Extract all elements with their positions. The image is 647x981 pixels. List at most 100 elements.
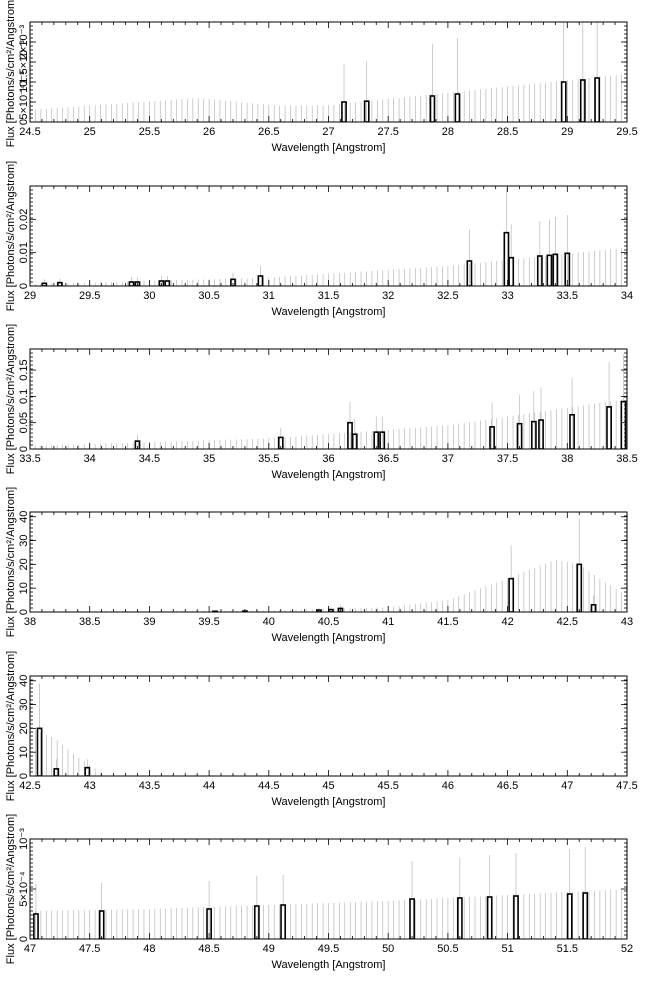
x-tick-label: 49.5 (318, 943, 339, 955)
x-axis-title: Wavelength [Angstrom] (272, 796, 386, 808)
y-tick-label: 10⁻³ (18, 828, 30, 850)
y-axis-title: Flux [Photons/s/cm²/Angstrom] (5, 814, 17, 964)
y-tick-label: 10⁻³ (18, 71, 30, 93)
line-flux-bar (466, 260, 473, 286)
x-tick-label: 31.5 (318, 290, 339, 302)
x-tick-label: 43.5 (139, 780, 160, 792)
line-flux-bar (280, 904, 287, 939)
line-flux-bar (164, 280, 171, 286)
x-tick-label: 40.5 (318, 616, 339, 628)
y-tick-label: 0 (18, 283, 30, 289)
line-flux-bar (409, 898, 415, 939)
spectrum-panel: 38 38.5 39 39.5 40 40.5 41 41.5 42 42.5 43 0 10 20 30 4… (5, 487, 633, 644)
line-flux-bar (341, 101, 347, 122)
x-axis-title: Wavelength [Angstrom] (272, 306, 386, 318)
line-flux-bar (230, 278, 236, 286)
x-tick-label: 29 (24, 290, 36, 302)
x-tick-label: 30.5 (198, 290, 219, 302)
line-flux-bar (351, 433, 358, 449)
x-tick-label: 50 (382, 943, 394, 955)
plot-area (30, 847, 627, 939)
x-tick-label: 47.5 (616, 780, 637, 792)
plot-area (30, 187, 627, 286)
x-tick-label: 36 (322, 453, 334, 465)
line-flux-bar (552, 253, 559, 286)
x-tick-label: 26.5 (258, 126, 279, 138)
y-tick-label: 10 (18, 746, 30, 758)
x-tick-label: 38 (24, 616, 36, 628)
x-axis-title: Wavelength [Angstrom] (272, 142, 386, 154)
x-axis-title: Wavelength [Angstrom] (272, 632, 386, 644)
plot-frame (29, 675, 628, 777)
line-flux-bar (257, 275, 264, 286)
y-tick-label: 5×10⁻⁴ (18, 871, 30, 907)
line-flux-bar (503, 231, 510, 286)
y-tick-label: 0 (18, 936, 30, 942)
line-flux-bar (590, 604, 597, 612)
plot-frame (29, 348, 628, 450)
x-tick-label: 32.5 (437, 290, 458, 302)
x-tick-label: 41.5 (437, 616, 458, 628)
x-tick-label: 35 (203, 453, 215, 465)
line-flux-bar (33, 913, 39, 939)
plot-area (30, 22, 627, 122)
y-axis-title: Flux [Photons/s/cm²/Angstrom] (5, 161, 17, 311)
x-tick-label: 38 (561, 453, 573, 465)
x-tick-label: 43 (84, 780, 96, 792)
x-tick-label: 38.5 (79, 616, 100, 628)
x-tick-label: 29 (561, 126, 573, 138)
line-flux-bar (594, 77, 601, 122)
line-flux-bar (128, 281, 135, 286)
x-tick-label: 41 (382, 616, 394, 628)
x-tick-label: 48.5 (198, 943, 219, 955)
spectrum-panel: 42.5 43 43.5 44 44.5 45 45.5 46 46.5 47 47.5 0 10 20 3… (5, 651, 638, 808)
x-tick-label: 25.5 (139, 126, 160, 138)
line-flux-bar (508, 577, 515, 612)
y-tick-label: 0 (18, 119, 30, 125)
spectrum-panel: 24.5 25 25.5 26 26.5 27 27.5 28 28.5 29 29.5 05×10⁻… (5, 0, 638, 154)
x-tick-label: 38.5 (616, 453, 637, 465)
x-tick-label: 51.5 (557, 943, 578, 955)
x-tick-label: 34 (84, 453, 96, 465)
x-tick-label: 31 (263, 290, 275, 302)
y-axis-title: Flux [Photons/s/cm²/Angstrom] (5, 324, 17, 474)
line-flux-bar (560, 81, 567, 122)
line-flux-bar (538, 419, 544, 449)
x-tick-label: 46.5 (497, 780, 518, 792)
line-flux-bar (530, 420, 537, 449)
line-flux-bar (576, 563, 583, 612)
line-flux-bar (489, 426, 495, 449)
line-flux-bar (536, 255, 543, 286)
line-flux-bar (566, 893, 573, 939)
x-tick-label: 45.5 (377, 780, 398, 792)
plot-area (30, 683, 101, 776)
y-tick-label: 0 (18, 446, 30, 452)
line-flux-bar (206, 908, 212, 939)
line-flux-bar (158, 280, 165, 286)
plot-area (30, 354, 627, 449)
line-flux-bar (454, 93, 461, 122)
line-flux-bar (134, 281, 141, 286)
line-flux-bar (508, 256, 515, 286)
line-flux-bar (516, 422, 523, 449)
line-flux-bar (98, 910, 105, 939)
x-tick-label: 26 (203, 126, 215, 138)
x-tick-label: 35.5 (258, 453, 279, 465)
y-axis-title: Flux [Photons/s/cm²/Angstrom] (5, 651, 17, 801)
line-flux-bar (36, 727, 43, 776)
x-tick-label: 39 (143, 616, 155, 628)
y-axis-title: Flux [Photons/s/cm²/Angstrom] (5, 487, 17, 637)
x-tick-label: 34.5 (139, 453, 160, 465)
line-flux-bar (373, 431, 380, 449)
y-tick-label: 0.01 (18, 242, 30, 263)
x-tick-label: 37 (442, 453, 454, 465)
x-tick-label: 43 (621, 616, 633, 628)
y-tick-label: 1.5×10⁻³ (18, 40, 30, 84)
x-tick-label: 42.5 (19, 780, 40, 792)
line-flux-bar (582, 892, 589, 939)
plot-frame (29, 511, 628, 613)
x-tick-label: 37.5 (497, 453, 518, 465)
x-tick-label: 28.5 (497, 126, 518, 138)
line-flux-bar (606, 406, 612, 449)
spectrum-panel: 29 29.5 30 30.5 31 31.5 32 32.5 33 33.5 34 0 0.01 0.0… (5, 161, 633, 318)
